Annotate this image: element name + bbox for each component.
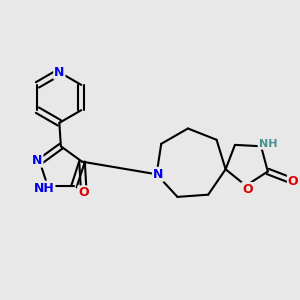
Text: O: O — [288, 175, 298, 188]
Text: NH: NH — [34, 182, 55, 194]
Text: N: N — [32, 154, 43, 166]
Text: N: N — [153, 168, 163, 181]
Text: O: O — [78, 186, 89, 199]
Text: N: N — [54, 66, 64, 79]
Text: NH: NH — [259, 139, 277, 149]
Text: O: O — [242, 183, 253, 196]
